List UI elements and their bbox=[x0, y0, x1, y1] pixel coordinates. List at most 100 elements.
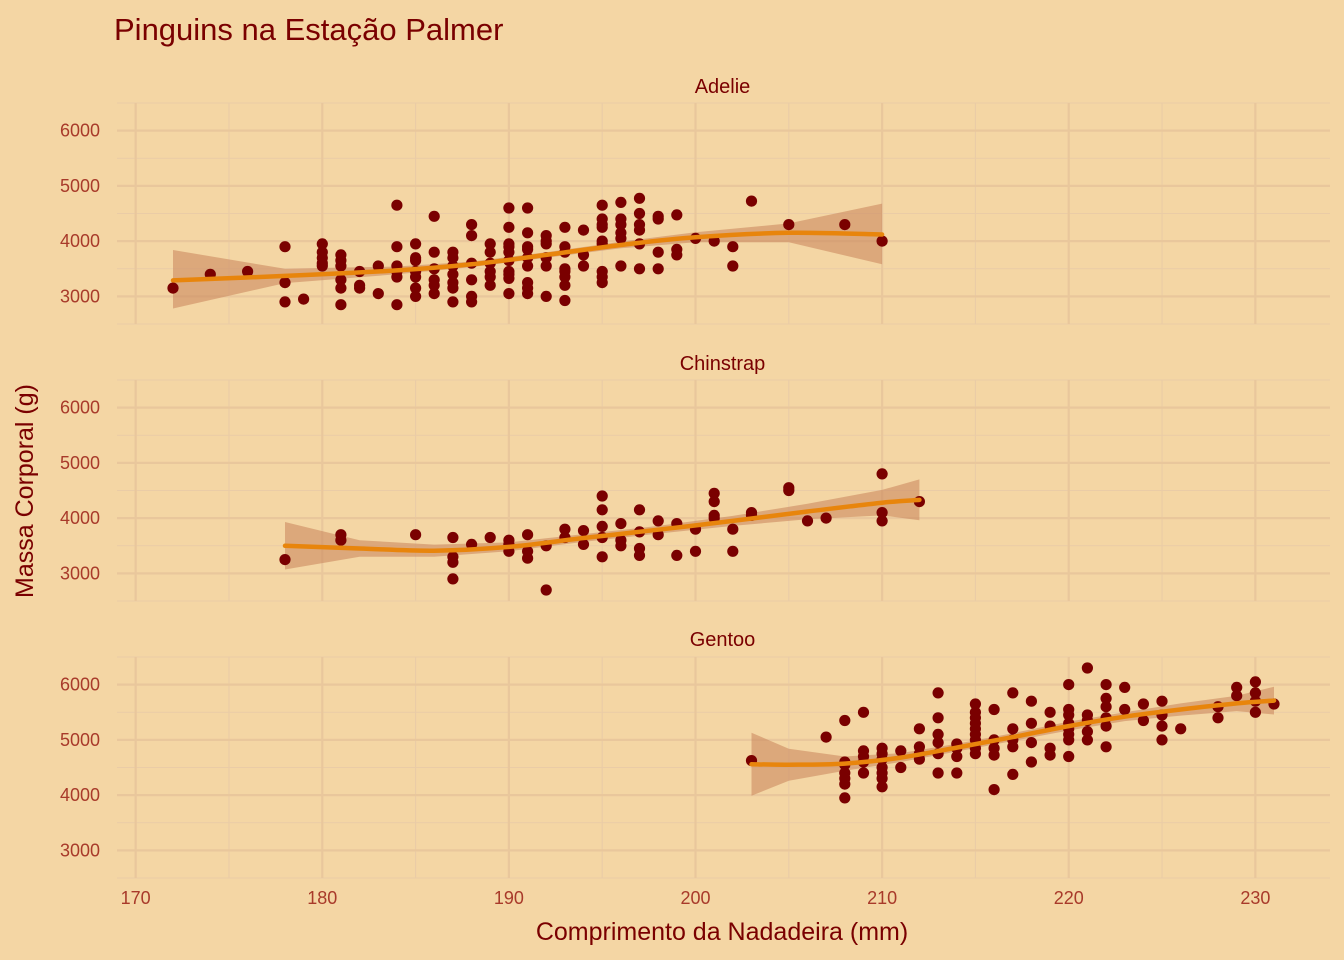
data-point bbox=[372, 288, 384, 300]
data-point bbox=[559, 294, 571, 307]
data-point bbox=[652, 246, 664, 258]
data-point bbox=[447, 282, 459, 294]
smooth-line bbox=[749, 698, 1277, 767]
data-point bbox=[316, 238, 328, 250]
data-point bbox=[671, 249, 683, 261]
data-point bbox=[428, 288, 440, 300]
data-point bbox=[876, 781, 888, 793]
data-point bbox=[633, 263, 646, 275]
data-point bbox=[932, 767, 944, 779]
data-point bbox=[689, 545, 702, 557]
data-point bbox=[279, 554, 291, 566]
data-point bbox=[316, 260, 328, 272]
data-point bbox=[1025, 717, 1037, 729]
data-point bbox=[577, 224, 590, 236]
data-point bbox=[969, 748, 982, 760]
data-point bbox=[839, 792, 851, 804]
data-point bbox=[391, 199, 403, 211]
data-point bbox=[522, 552, 534, 564]
data-point bbox=[242, 265, 254, 278]
data-point bbox=[540, 584, 552, 596]
data-point bbox=[615, 518, 627, 530]
data-point bbox=[1063, 709, 1075, 721]
data-point bbox=[428, 279, 440, 291]
x-tick-labels: 170 180 190 200 210 220 230 bbox=[121, 888, 1271, 908]
data-point bbox=[1175, 723, 1187, 735]
data-point bbox=[540, 290, 552, 302]
data-point bbox=[895, 761, 907, 774]
data-point bbox=[1063, 734, 1075, 746]
data-point bbox=[615, 232, 627, 244]
data-point bbox=[596, 199, 608, 211]
data-point bbox=[522, 243, 534, 255]
x-axis-title: Comprimento da Nadadeira (mm) bbox=[536, 918, 908, 946]
data-point bbox=[1044, 749, 1056, 761]
facet-label: Gentoo bbox=[690, 629, 756, 651]
data-point bbox=[335, 260, 347, 272]
data-point bbox=[596, 221, 608, 233]
data-point bbox=[932, 712, 944, 724]
data-point bbox=[1100, 692, 1112, 705]
data-point bbox=[1156, 695, 1168, 707]
y-tick-label: 5000 bbox=[60, 176, 100, 196]
data-point bbox=[522, 202, 534, 214]
data-point bbox=[932, 737, 944, 749]
data-point bbox=[410, 271, 422, 283]
confidence-band bbox=[285, 479, 920, 570]
data-point bbox=[1156, 734, 1168, 746]
data-point bbox=[447, 573, 459, 585]
y-tick-label: 3000 bbox=[60, 563, 100, 583]
data-point bbox=[895, 745, 907, 757]
data-point bbox=[1231, 681, 1243, 694]
data-point bbox=[1249, 687, 1261, 699]
data-point bbox=[988, 749, 1000, 761]
data-point bbox=[559, 221, 571, 233]
data-point bbox=[484, 531, 496, 544]
data-point bbox=[1212, 712, 1224, 724]
data-point bbox=[1007, 768, 1019, 781]
data-point bbox=[1119, 681, 1131, 694]
x-tick-label: 190 bbox=[494, 888, 524, 908]
data-point bbox=[1081, 726, 1093, 738]
data-point bbox=[1081, 662, 1093, 674]
data-point bbox=[1025, 737, 1037, 749]
data-point bbox=[372, 260, 384, 272]
data-point bbox=[279, 241, 291, 253]
data-point bbox=[1007, 723, 1019, 735]
data-point bbox=[1081, 734, 1093, 746]
data-point bbox=[428, 246, 440, 258]
data-point bbox=[447, 252, 459, 264]
data-point bbox=[503, 202, 515, 214]
data-point bbox=[1044, 706, 1056, 718]
data-point bbox=[577, 538, 590, 551]
data-point bbox=[391, 271, 403, 283]
y-tick-label: 5000 bbox=[60, 730, 100, 750]
y-tick-label: 3000 bbox=[60, 840, 100, 860]
y-tick-label: 3000 bbox=[60, 286, 100, 306]
data-point bbox=[559, 279, 571, 291]
data-point bbox=[503, 221, 515, 233]
data-point bbox=[410, 254, 422, 267]
data-point bbox=[1100, 720, 1112, 732]
facet-label: Chinstrap bbox=[680, 353, 766, 375]
data-point bbox=[1119, 703, 1131, 716]
data-point bbox=[615, 540, 627, 552]
facet-panel-chinstrap: Chinstrap 3000 4000 5000 6000 bbox=[60, 353, 1330, 602]
data-point bbox=[1249, 676, 1261, 688]
y-tick-label: 4000 bbox=[60, 785, 100, 805]
data-point bbox=[298, 293, 310, 305]
data-point bbox=[969, 698, 982, 710]
data-point bbox=[708, 496, 720, 508]
data-point bbox=[876, 515, 888, 527]
data-point bbox=[279, 277, 291, 289]
data-point bbox=[1249, 706, 1261, 718]
data-point bbox=[540, 238, 552, 250]
data-point bbox=[727, 523, 739, 535]
data-point bbox=[1007, 741, 1019, 753]
data-point bbox=[596, 277, 608, 289]
data-point bbox=[391, 299, 403, 311]
y-tick-label: 6000 bbox=[60, 675, 100, 695]
data-point bbox=[988, 703, 1000, 716]
y-tick-label: 5000 bbox=[60, 453, 100, 473]
facet-panel-gentoo: Gentoo 3000 4000 5000 6000 bbox=[60, 629, 1330, 879]
